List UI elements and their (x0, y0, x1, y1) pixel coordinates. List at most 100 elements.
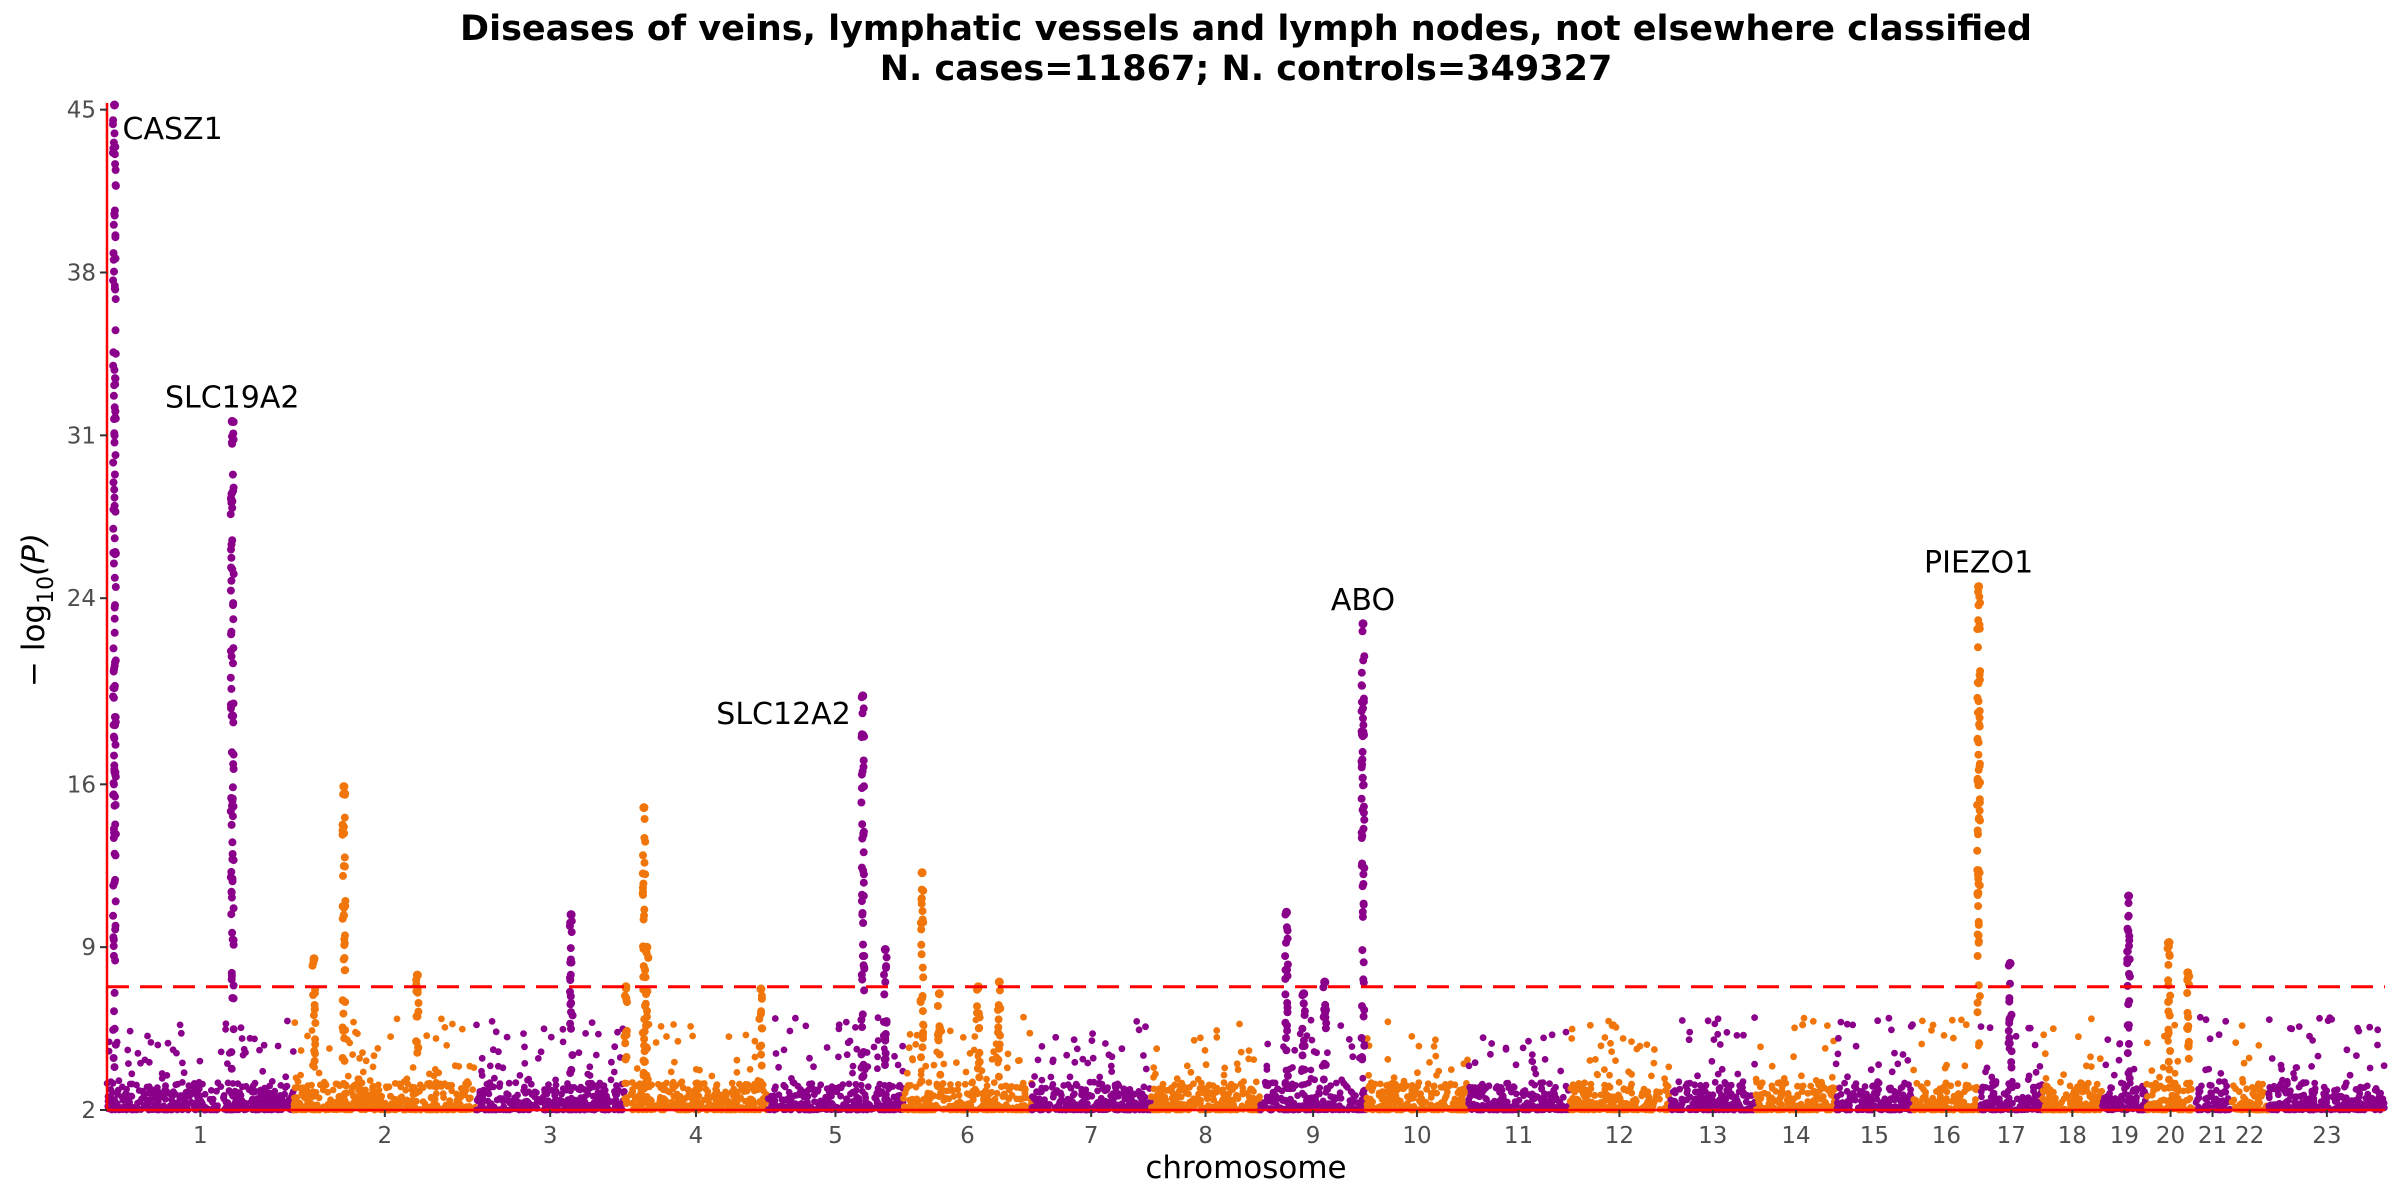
snp-point (2245, 1054, 2253, 1062)
snp-point (623, 1100, 630, 1107)
snp-point (1835, 1034, 1842, 1042)
snp-point (1064, 1100, 1071, 1108)
snp-point (946, 1087, 954, 1094)
snp-point (568, 1099, 575, 1107)
chromosome-19-points (2099, 1024, 2150, 1114)
snp-point (177, 1092, 184, 1100)
snp-point (2183, 1079, 2191, 1087)
snp-point (1484, 1102, 1491, 1109)
snp-point (1787, 1097, 1795, 1105)
snp-point (224, 1060, 231, 1067)
snp-point (730, 1085, 738, 1093)
snp-point (458, 1025, 466, 1033)
snp-point (278, 1094, 286, 1102)
snp-point (1619, 1035, 1627, 1042)
snp-point (778, 1096, 786, 1104)
snp-point (1301, 1081, 1309, 1088)
snp-point (386, 1092, 394, 1100)
snp-point (1714, 1030, 1722, 1038)
snp-point (141, 1056, 149, 1064)
snp-point (1843, 1020, 1851, 1028)
snp-point (704, 1092, 711, 1100)
snp-point (1531, 1081, 1538, 1089)
snp-point (2040, 1031, 2048, 1039)
snp-point (176, 1021, 184, 1029)
snp-point (2215, 1078, 2223, 1085)
snp-point (909, 1055, 916, 1063)
snp-point (521, 1043, 528, 1051)
snp-point (1704, 1017, 1712, 1025)
snp-point (552, 1081, 560, 1089)
snp-point (733, 1056, 741, 1064)
snp-point (1899, 1051, 1907, 1058)
snp-point (814, 1086, 822, 1094)
snp-point (1923, 1079, 1931, 1087)
snp-point (1042, 1100, 1050, 1107)
snp-point (1568, 1025, 1576, 1033)
snp-point (1733, 1101, 1740, 1109)
snp-point (503, 1097, 511, 1104)
snp-point (179, 1059, 186, 1067)
snp-point (1281, 1096, 1289, 1104)
snp-point (1234, 1095, 1242, 1102)
snp-point (1540, 1093, 1548, 1101)
snp-point (222, 1020, 230, 1028)
snp-point (298, 1089, 306, 1097)
snp-point (1601, 1081, 1608, 1089)
snp-point (465, 1094, 473, 1102)
snp-point (1432, 1052, 1440, 1060)
snp-point (1176, 1082, 1183, 1089)
snp-point (158, 1070, 166, 1077)
snp-point (870, 1043, 878, 1051)
snp-point (1887, 1095, 1895, 1102)
snp-point (393, 1015, 401, 1023)
snp-point (354, 1030, 361, 1037)
snp-point (1510, 1083, 1517, 1090)
snp-point (1187, 1068, 1195, 1076)
snp-point (1608, 1048, 1615, 1055)
snp-point (473, 1021, 480, 1029)
snp-point (1582, 1086, 1590, 1094)
snp-point (2041, 1050, 2049, 1058)
snp-point (400, 1078, 408, 1086)
snp-point (469, 1086, 476, 1093)
snp-point (640, 1092, 647, 1100)
snp-point (608, 1058, 615, 1066)
snp-point (1977, 1023, 1985, 1030)
snp-point (874, 1065, 881, 1073)
snp-point (1685, 1036, 1693, 1044)
snp-point (947, 1081, 954, 1088)
snp-point (857, 1081, 865, 1089)
snp-point (1107, 1100, 1115, 1108)
snp-point (744, 1081, 752, 1089)
snp-point (522, 1089, 529, 1097)
snp-point (1286, 1065, 1293, 1073)
snp-point (2076, 1095, 2083, 1102)
snp-point (1888, 1068, 1896, 1076)
snp-point (1772, 1097, 1779, 1104)
snp-point (1243, 1090, 1251, 1097)
snp-point (107, 1086, 115, 1093)
snp-point (513, 1097, 521, 1105)
snp-point (1084, 1093, 1092, 1101)
snp-point (1432, 1036, 1439, 1044)
snp-point (185, 1082, 193, 1090)
chromosome-13-points (1667, 1014, 1760, 1114)
snp-point (1028, 1081, 1036, 1089)
snp-point (1562, 1028, 1570, 1036)
snp-point (1465, 1099, 1473, 1107)
snp-point (1715, 1085, 1723, 1092)
chromosome-21-points (2192, 1013, 2234, 1114)
snp-point (2036, 1063, 2044, 1070)
snp-point (843, 1096, 851, 1103)
snp-point (2165, 1037, 2172, 1045)
snp-point (438, 1015, 445, 1023)
snp-point (385, 1083, 393, 1091)
snp-point (1977, 1088, 1985, 1096)
snp-point (1682, 1096, 1690, 1104)
snp-point (696, 1099, 703, 1107)
snp-point (1600, 1098, 1607, 1105)
snp-point (1150, 1064, 1158, 1071)
snp-point (595, 1094, 603, 1102)
snp-point (1224, 1096, 1232, 1104)
